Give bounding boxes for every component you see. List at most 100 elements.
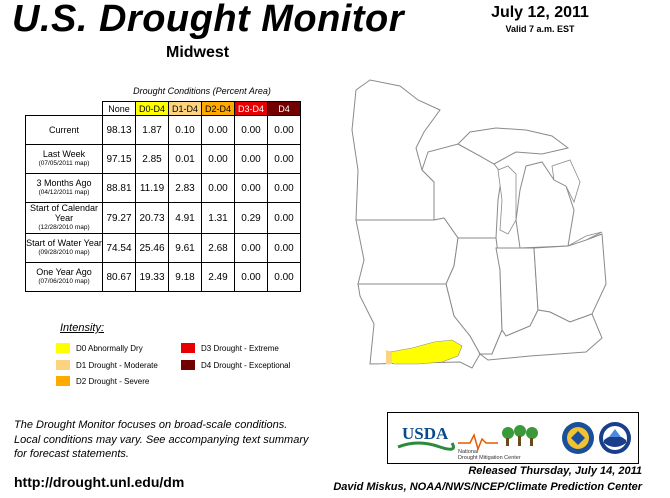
legend-label: D4 Drought - Exceptional	[201, 360, 291, 370]
state-michigan-upper	[457, 127, 570, 165]
table-cell: 0.00	[201, 173, 235, 203]
region-title: Midwest	[166, 44, 230, 61]
legend-swatch	[56, 360, 70, 370]
legend-label: D2 Drought - Severe	[76, 376, 150, 386]
page-title: U.S. Drought Monitor	[12, 0, 405, 40]
table-cell: 4.91	[168, 202, 202, 234]
map-date: July 12, 2011	[491, 4, 589, 21]
footnote-line: Local conditions may vary. See accompany…	[14, 433, 309, 446]
valid-time: Valid 7 a.m. EST	[505, 24, 575, 34]
great-lakes	[497, 159, 603, 247]
legend-title: Intensity:	[60, 322, 105, 334]
footnote-line: The Drought Monitor focuses on broad-sca…	[14, 419, 288, 431]
row-date: (09/28/2010 map)	[38, 249, 90, 256]
column-header: D3-D4	[234, 101, 268, 116]
table-row: Start of Water Year (09/28/2010 map) 74.54…	[25, 233, 301, 263]
column-header: D1-D4	[168, 101, 202, 116]
row-label: Start of Calendar Year (12/28/2010 map)	[25, 202, 103, 234]
row-date: (07/06/2010 map)	[38, 278, 90, 285]
state-iowa	[355, 217, 459, 285]
table-cell: 2.85	[135, 144, 169, 174]
noaa-seal	[599, 422, 631, 454]
website-link[interactable]: http://drought.unl.edu/dm	[14, 474, 185, 490]
table-row: Current 98.13 1.87 0.10 0.00 0.00 0.00	[25, 115, 301, 145]
table-cell: 9.18	[168, 262, 202, 292]
table-body: Current 98.13 1.87 0.10 0.00 0.00 0.00 Last Wee…	[25, 115, 301, 292]
drought-area-d0-edge	[389, 339, 463, 365]
table-cell: 0.01	[168, 144, 202, 174]
legend-item-d3: D3 Drought - Extreme	[181, 343, 279, 353]
legend-item-d0: D0 Abnormally Dry	[56, 343, 143, 353]
row-label-text: 3 Months Ago	[36, 178, 92, 188]
legend-swatch	[56, 343, 70, 353]
legend-item-d1: D1 Drought - Moderate	[56, 360, 158, 370]
row-label: Current	[25, 115, 103, 145]
logo-box: USDA National Drought Mitigation Center	[387, 412, 639, 464]
legend-label: D3 Drought - Extreme	[201, 343, 279, 353]
table-cell: 88.81	[102, 173, 136, 203]
table-cell: 2.49	[201, 262, 235, 292]
table-cell: 19.33	[135, 262, 169, 292]
column-header: D2-D4	[201, 101, 235, 116]
table-cell: 0.00	[267, 144, 301, 174]
row-label: One Year Ago (07/06/2010 map)	[25, 262, 103, 292]
row-label: 3 Months Ago (04/12/2011 map)	[25, 173, 103, 203]
lake-erie	[567, 231, 603, 247]
table-cell: 0.00	[234, 144, 268, 174]
table-cell: 0.00	[234, 115, 268, 145]
legend-label: D1 Drought - Moderate	[76, 360, 158, 370]
table-cell: 0.00	[267, 233, 301, 263]
table-cell: 0.00	[267, 115, 301, 145]
table-cell: 0.00	[234, 262, 268, 292]
table-cell: 79.27	[102, 202, 136, 234]
row-label-text: Start of Calendar Year	[29, 203, 99, 223]
row-date: (04/12/2011 map)	[38, 189, 90, 196]
table-cell: 0.00	[234, 233, 268, 263]
legend-label: D0 Abnormally Dry	[76, 343, 143, 353]
table-cell: 98.13	[102, 115, 136, 145]
column-header: D0-D4	[135, 101, 169, 116]
row-label-text: Last Week	[42, 149, 86, 159]
table-caption: Drought Conditions (Percent Area)	[133, 86, 271, 96]
table-cell: 0.29	[234, 202, 268, 234]
table-cell: 1.31	[201, 202, 235, 234]
row-label-text: Start of Water Year	[26, 238, 102, 248]
usda-logo-text: USDA	[402, 424, 449, 443]
table-cell: 11.19	[135, 173, 169, 203]
table-corner	[26, 102, 103, 116]
table-cell: 25.46	[135, 233, 169, 263]
row-label-text: Current	[48, 125, 79, 135]
ndmc-logo: National Drought Mitigation Center	[458, 425, 538, 461]
footnote: The Drought Monitor focuses on broad-sca…	[14, 418, 344, 462]
column-header: None	[102, 101, 136, 116]
column-header: D4	[267, 101, 301, 116]
row-date: (07/05/2011 map)	[38, 160, 90, 167]
table-cell: 80.67	[102, 262, 136, 292]
table-cell: 74.54	[102, 233, 136, 263]
ndmc-logo-text: Drought Mitigation Center	[458, 455, 521, 461]
table-cell: 0.00	[267, 262, 301, 292]
state-boundaries	[351, 79, 607, 369]
table-cell: 0.00	[267, 202, 301, 234]
table-cell: 2.83	[168, 173, 202, 203]
legend-item-d2: D2 Drought - Severe	[56, 376, 149, 386]
table-row: 3 Months Ago (04/12/2011 map) 88.81 11.19 2.…	[25, 173, 301, 203]
table-cell: 20.73	[135, 202, 169, 234]
drought-area-d1	[386, 350, 392, 364]
state-michigan-lower	[515, 161, 575, 249]
table-cell: 0.00	[201, 115, 235, 145]
state-kentucky	[478, 309, 603, 361]
lake-huron	[551, 159, 581, 204]
legend-swatch	[181, 360, 195, 370]
row-label-text: One Year Ago	[36, 267, 92, 277]
drought-conditions-table: None D0-D4 D1-D4 D2-D4 D3-D4 D4 Current 9…	[25, 101, 301, 292]
doc-seal	[562, 422, 594, 454]
table-header-row: None D0-D4 D1-D4 D2-D4 D3-D4 D4	[26, 101, 301, 116]
lake-michigan	[497, 165, 517, 235]
row-label: Last Week (07/05/2011 map)	[25, 144, 103, 174]
state-minnesota	[351, 79, 441, 221]
table-cell: 2.68	[201, 233, 235, 263]
table-cell: 0.00	[234, 173, 268, 203]
footnote-line: for forecast statements.	[14, 448, 129, 460]
